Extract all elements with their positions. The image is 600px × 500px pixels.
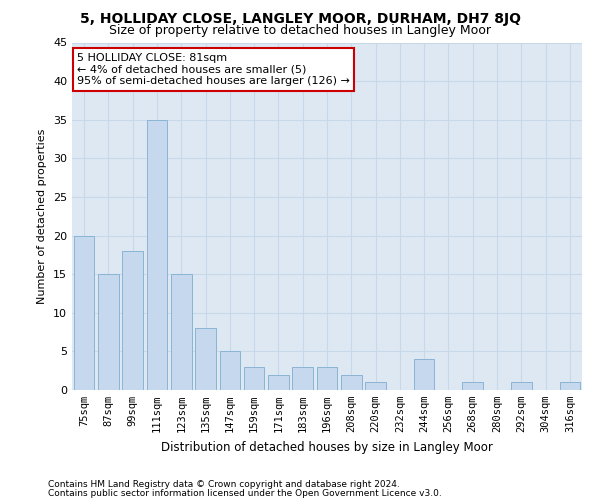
Text: Contains HM Land Registry data © Crown copyright and database right 2024.: Contains HM Land Registry data © Crown c… bbox=[48, 480, 400, 489]
Bar bbox=[511, 382, 532, 390]
Text: 5 HOLLIDAY CLOSE: 81sqm
← 4% of detached houses are smaller (5)
95% of semi-deta: 5 HOLLIDAY CLOSE: 81sqm ← 4% of detached… bbox=[77, 53, 350, 86]
Bar bbox=[463, 382, 483, 390]
Bar bbox=[292, 367, 313, 390]
Bar bbox=[268, 374, 289, 390]
Text: 5, HOLLIDAY CLOSE, LANGLEY MOOR, DURHAM, DH7 8JQ: 5, HOLLIDAY CLOSE, LANGLEY MOOR, DURHAM,… bbox=[79, 12, 521, 26]
Bar bbox=[244, 367, 265, 390]
Bar bbox=[146, 120, 167, 390]
Bar bbox=[171, 274, 191, 390]
Bar bbox=[341, 374, 362, 390]
Text: Contains public sector information licensed under the Open Government Licence v3: Contains public sector information licen… bbox=[48, 488, 442, 498]
Bar bbox=[195, 328, 216, 390]
Bar bbox=[220, 352, 240, 390]
Bar bbox=[74, 236, 94, 390]
Bar bbox=[414, 359, 434, 390]
X-axis label: Distribution of detached houses by size in Langley Moor: Distribution of detached houses by size … bbox=[161, 440, 493, 454]
Bar bbox=[365, 382, 386, 390]
Text: Size of property relative to detached houses in Langley Moor: Size of property relative to detached ho… bbox=[109, 24, 491, 37]
Bar bbox=[122, 251, 143, 390]
Y-axis label: Number of detached properties: Number of detached properties bbox=[37, 128, 47, 304]
Bar bbox=[560, 382, 580, 390]
Bar bbox=[317, 367, 337, 390]
Bar bbox=[98, 274, 119, 390]
